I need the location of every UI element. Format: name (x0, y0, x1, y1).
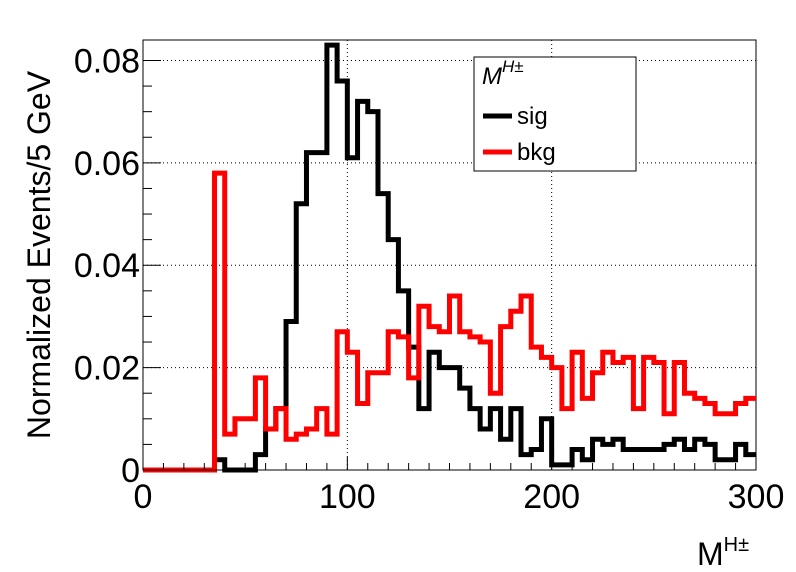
y-tick-label: 0.04 (74, 247, 140, 285)
legend-label-sig: sig (517, 103, 548, 130)
legend-title: MH± (482, 57, 524, 90)
y-tick-label: 0.06 (74, 145, 140, 183)
series-group (143, 42, 756, 473)
y-tick-label: 0 (121, 452, 140, 490)
y-tick-label: 0.08 (74, 42, 140, 80)
series-bkg-line (143, 170, 756, 473)
x-tick-label: 300 (728, 478, 785, 516)
plot-frame (142, 39, 757, 471)
x-tick-label: 100 (319, 478, 376, 516)
y-tick-label: 0.02 (74, 350, 140, 388)
x-tick-label: 0 (134, 478, 153, 516)
x-axis-title: MH± (697, 534, 749, 572)
legend: MH± sig bkg (473, 56, 637, 172)
legend-label-bkg: bkg (517, 139, 556, 166)
legend-title-superscript: H± (502, 57, 524, 76)
legend-title-main: M (482, 63, 502, 90)
axes: 0 100 200 300 0 0.02 0.04 0.06 0.08 (74, 40, 785, 516)
x-axis-title-main: M (697, 536, 724, 572)
x-tick-label: 200 (523, 478, 580, 516)
x-axis-title-superscript: H± (724, 534, 749, 556)
y-axis-title: Normalized Events/5 GeV (21, 70, 57, 439)
